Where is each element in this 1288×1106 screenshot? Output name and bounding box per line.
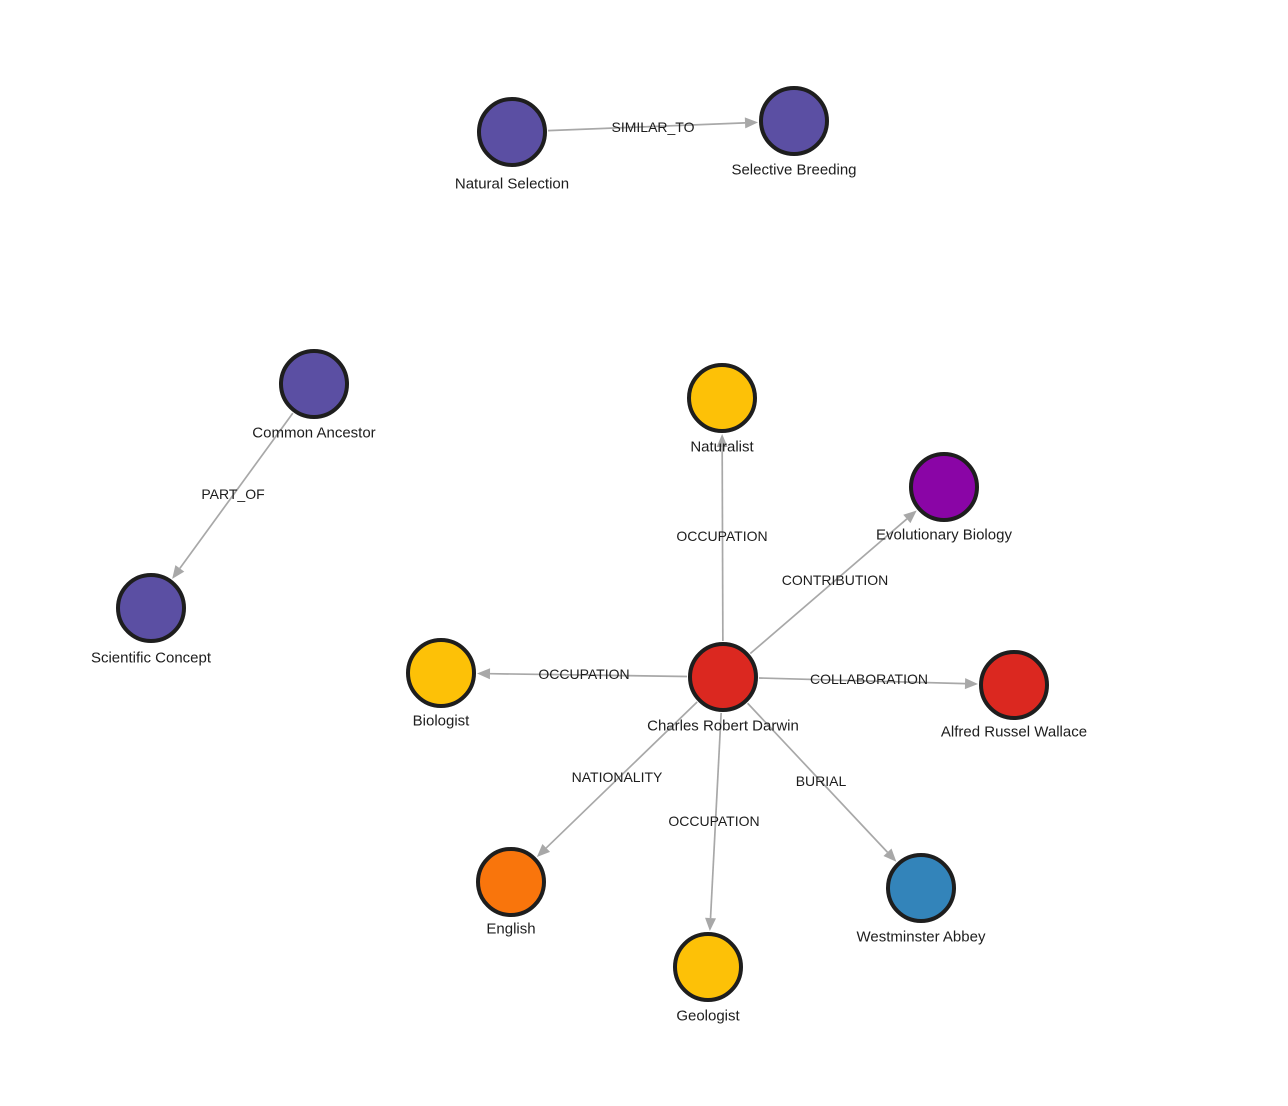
node-caption: Scientific Concept bbox=[91, 649, 212, 666]
edge-natural-selection-selective-breeding[interactable] bbox=[547, 122, 746, 132]
arrowhead-icon bbox=[903, 510, 917, 524]
graph-node-selective-breeding[interactable] bbox=[759, 86, 829, 156]
relationship-label[interactable]: PART_OF bbox=[201, 486, 264, 502]
graph-node-charles-robert-darwin[interactable] bbox=[688, 642, 758, 712]
relationship-label[interactable]: OCCUPATION bbox=[676, 528, 767, 544]
relationship-label[interactable]: SIMILAR_TO bbox=[612, 119, 695, 135]
edge-charles-robert-darwin-geologist[interactable] bbox=[709, 712, 722, 919]
edges-layer bbox=[172, 117, 979, 932]
graph-node-alfred-russel-wallace[interactable] bbox=[979, 650, 1049, 720]
edge-charles-robert-darwin-evolutionary-biology[interactable] bbox=[749, 518, 908, 655]
graph-node-common-ancestor[interactable] bbox=[279, 349, 349, 419]
node-caption: English bbox=[486, 920, 535, 937]
relationship-label[interactable]: NATIONALITY bbox=[572, 769, 663, 785]
edge-charles-robert-darwin-westminster-abbey[interactable] bbox=[747, 702, 889, 853]
node-caption: Naturalist bbox=[690, 438, 754, 455]
graph-node-naturalist[interactable] bbox=[687, 363, 757, 433]
graph-node-geologist[interactable] bbox=[673, 932, 743, 1002]
arrowhead-icon bbox=[476, 668, 491, 680]
arrowhead-icon bbox=[536, 843, 551, 857]
edge-labels-layer: SIMILAR_TO PART_OF OCCUPATION CONTRIBUTION C… bbox=[201, 119, 928, 829]
arrowhead-icon bbox=[964, 678, 979, 690]
node-caption: Evolutionary Biology bbox=[876, 526, 1012, 543]
edge-charles-robert-darwin-naturalist[interactable] bbox=[721, 446, 724, 642]
edge-charles-robert-darwin-biologist[interactable] bbox=[489, 672, 688, 678]
edge-common-ancestor-scientific-concept[interactable] bbox=[179, 412, 294, 569]
arrowhead-icon bbox=[705, 917, 717, 932]
arrowhead-icon bbox=[716, 433, 728, 448]
node-labels-layer: Natural Selection Selective Breeding Commo… bbox=[91, 161, 1087, 1024]
arrowhead-icon bbox=[883, 848, 897, 862]
node-caption: Westminster Abbey bbox=[857, 928, 986, 945]
relationship-label[interactable]: OCCUPATION bbox=[538, 666, 629, 682]
relationship-label[interactable]: COLLABORATION bbox=[810, 671, 928, 687]
edge-charles-robert-darwin-english[interactable] bbox=[545, 701, 698, 849]
node-caption: Alfred Russel Wallace bbox=[941, 723, 1087, 740]
graph-node-biologist[interactable] bbox=[406, 638, 476, 708]
node-caption: Common Ancestor bbox=[252, 424, 375, 441]
node-caption: Natural Selection bbox=[455, 175, 569, 192]
relationship-label[interactable]: CONTRIBUTION bbox=[782, 572, 889, 588]
graph-node-evolutionary-biology[interactable] bbox=[909, 452, 979, 522]
arrowhead-icon bbox=[172, 565, 185, 579]
graph-node-natural-selection[interactable] bbox=[477, 97, 547, 167]
graph-node-english[interactable] bbox=[476, 847, 546, 917]
node-caption: Geologist bbox=[676, 1007, 740, 1024]
relationship-label[interactable]: OCCUPATION bbox=[668, 813, 759, 829]
graph-node-scientific-concept[interactable] bbox=[116, 573, 186, 643]
node-caption: Selective Breeding bbox=[731, 161, 856, 178]
nodes-layer bbox=[116, 86, 1049, 1002]
edge-charles-robert-darwin-alfred-russel-wallace[interactable] bbox=[758, 677, 966, 685]
relationship-label[interactable]: BURIAL bbox=[796, 773, 847, 789]
node-caption: Biologist bbox=[413, 712, 471, 729]
node-caption: Charles Robert Darwin bbox=[647, 717, 799, 734]
arrowhead-icon bbox=[744, 117, 759, 129]
graph-node-westminster-abbey[interactable] bbox=[886, 853, 956, 923]
